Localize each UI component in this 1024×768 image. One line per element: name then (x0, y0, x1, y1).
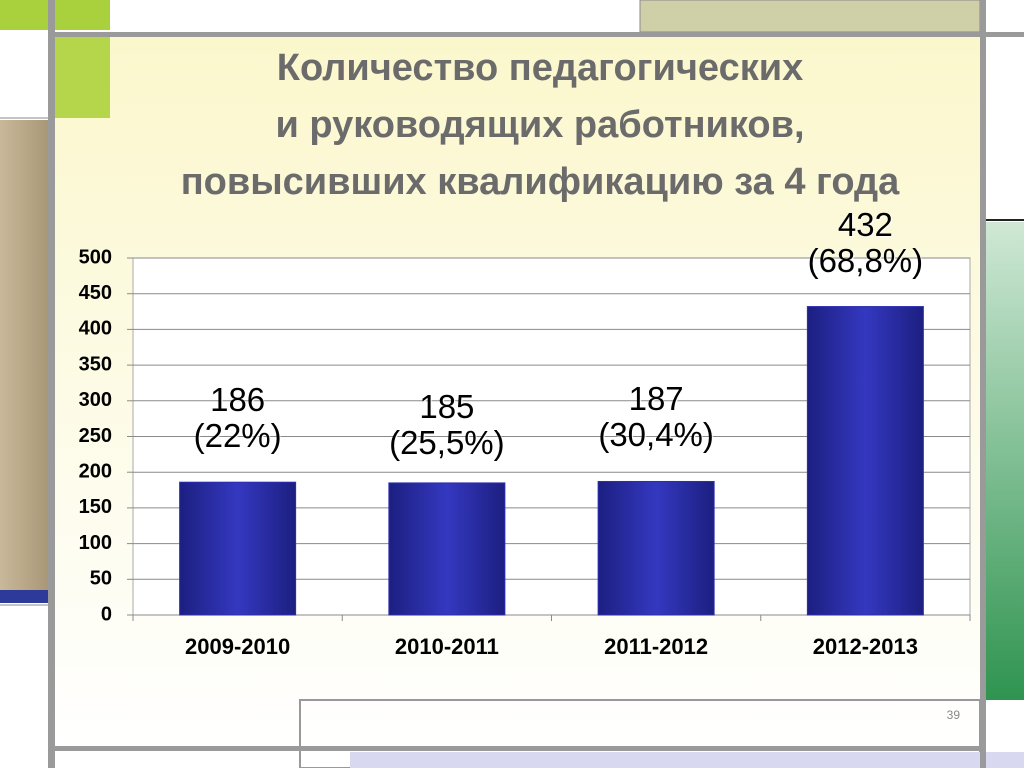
bar (806, 306, 924, 616)
x-tick-label: 2010-2011 (395, 634, 499, 659)
bar (388, 482, 506, 616)
x-tick-label: 2011-2012 (604, 634, 708, 659)
page-number: 39 (946, 708, 960, 722)
y-tick-label: 100 (79, 532, 112, 554)
value-label: 432 (68,8%) (807, 205, 924, 279)
x-tick-label: 2012-2013 (813, 634, 918, 659)
value-label: 185 (25,5%) (389, 387, 505, 461)
y-tick-label: 250 (79, 425, 112, 447)
value-label: 187 (30,4%) (598, 380, 714, 454)
value-label: 186 (22%) (193, 381, 282, 455)
x-tick-label: 2009-2010 (185, 634, 290, 659)
y-tick-label: 500 (79, 246, 112, 268)
y-tick-label: 350 (79, 353, 112, 375)
y-tick-label: 450 (79, 282, 112, 304)
bar (179, 481, 297, 616)
y-tick-label: 300 (79, 389, 112, 411)
bar (597, 480, 715, 616)
y-tick-label: 0 (101, 603, 112, 625)
y-tick-label: 50 (90, 568, 112, 590)
y-tick-label: 150 (79, 496, 112, 518)
y-tick-label: 200 (79, 460, 112, 482)
y-tick-label: 400 (79, 318, 112, 340)
chart-title: Количество педагогических и руководящих … (180, 47, 900, 203)
